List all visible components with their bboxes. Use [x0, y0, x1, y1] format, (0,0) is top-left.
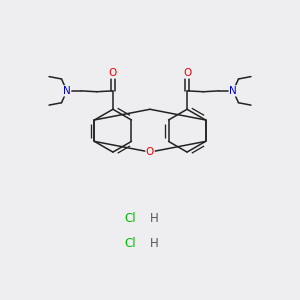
Text: N: N: [63, 86, 71, 96]
Text: N: N: [229, 86, 237, 96]
Text: Cl: Cl: [125, 212, 136, 225]
Text: H: H: [150, 212, 159, 225]
Text: O: O: [183, 68, 191, 78]
Text: Cl: Cl: [125, 237, 136, 250]
Text: H: H: [150, 237, 159, 250]
Text: O: O: [146, 147, 154, 157]
Text: O: O: [109, 68, 117, 78]
